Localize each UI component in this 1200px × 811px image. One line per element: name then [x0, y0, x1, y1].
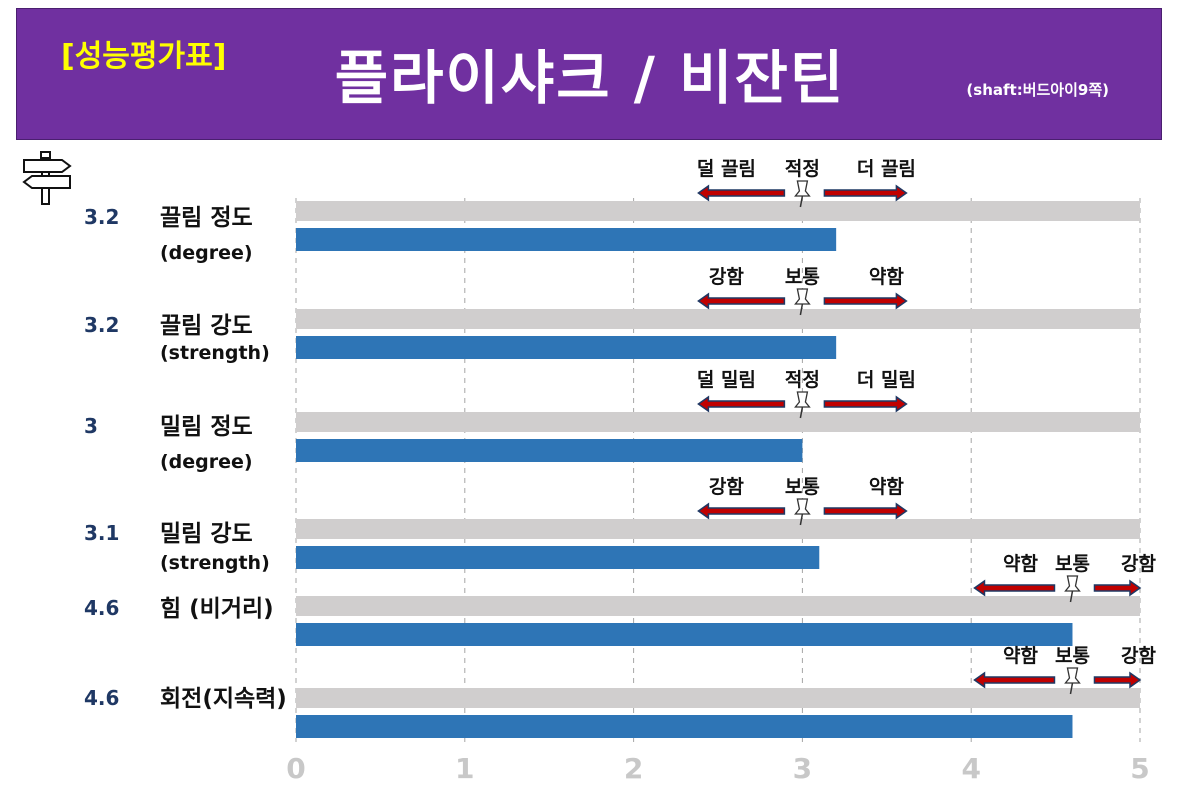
indicator-left-label: 덜 밀림 — [697, 369, 756, 391]
indicator-arrow-left — [973, 579, 1056, 597]
category-label: 밀림 정도 — [160, 414, 253, 440]
indicator-mid-label: 보통 — [1055, 645, 1090, 667]
x-tick-label: 2 — [624, 752, 643, 785]
indicator-arrow-right — [1093, 671, 1142, 689]
signpost-icon — [22, 151, 72, 205]
indicator-right-label: 더 밀림 — [857, 369, 916, 391]
bar-track — [296, 688, 1140, 708]
indicator-right-label: 강함 — [1121, 645, 1156, 667]
indicator-mid-label: 보통 — [1055, 553, 1090, 575]
indicator-left-label: 강함 — [709, 266, 744, 288]
indicator-left-label: 약함 — [1003, 645, 1038, 667]
x-tick-label: 3 — [793, 752, 812, 785]
category-sublabel: (strength) — [160, 342, 270, 364]
indicator-arrow-left — [697, 502, 786, 520]
indicator-mid-label: 보통 — [785, 476, 820, 498]
bar-value — [296, 546, 820, 569]
indicator-left-label: 강함 — [709, 476, 744, 498]
category-label: 회전(지속력) — [160, 686, 287, 712]
pushpin-icon — [794, 391, 811, 419]
pushpin-icon — [794, 288, 811, 316]
category-sublabel: (degree) — [160, 242, 253, 264]
category-label: 끌림 강도 — [160, 313, 253, 339]
pushpin-icon — [1064, 667, 1081, 695]
bar-track — [296, 309, 1140, 329]
bar-track — [296, 596, 1140, 616]
indicator-right-label: 약함 — [869, 266, 904, 288]
bar-value — [296, 336, 837, 359]
category-score: 3 — [84, 414, 98, 438]
page-title: 플라이샤크 / 비잔틴 — [334, 44, 846, 112]
shaft-info: (shaft:버드아이9쪽) — [966, 81, 1109, 99]
indicator-arrow-right — [823, 292, 908, 310]
indicator-mid-label: 적정 — [785, 369, 820, 391]
category-sublabel: (strength) — [160, 552, 270, 574]
indicator-right-label: 더 끌림 — [857, 158, 916, 180]
indicator-arrow-right — [823, 184, 908, 202]
category-label: 끌림 정도 — [160, 205, 253, 231]
category-sublabel: (degree) — [160, 451, 253, 473]
category-score: 4.6 — [84, 596, 119, 620]
indicator-arrow-right — [1093, 579, 1142, 597]
bar-value — [296, 228, 837, 251]
category-label: 힘 (비거리) — [160, 596, 274, 622]
bar-track — [296, 201, 1140, 221]
indicator-arrow-left — [697, 292, 786, 310]
category-score: 3.2 — [84, 313, 119, 337]
bar-track — [296, 519, 1140, 539]
indicator-arrow-left — [697, 395, 786, 413]
category-label: 밀림 강도 — [160, 521, 253, 547]
bar-value — [296, 715, 1073, 738]
header-banner: [성능평가표] 플라이샤크 / 비잔틴 (shaft:버드아이9쪽) — [16, 8, 1162, 140]
indicator-right-label: 강함 — [1121, 553, 1156, 575]
x-tick-label: 4 — [961, 752, 980, 785]
category-score: 3.1 — [84, 521, 119, 545]
pushpin-icon — [1064, 575, 1081, 603]
indicator-arrow-right — [823, 502, 908, 520]
evaluation-badge: [성능평가표] — [61, 39, 227, 74]
indicator-arrow-left — [973, 671, 1056, 689]
indicator-left-label: 덜 끌림 — [697, 158, 756, 180]
pushpin-icon — [794, 498, 811, 526]
x-tick-label: 1 — [455, 752, 474, 785]
category-score: 4.6 — [84, 686, 119, 710]
x-tick-label: 0 — [286, 752, 305, 785]
bar-value — [296, 439, 803, 462]
indicator-mid-label: 적정 — [785, 158, 820, 180]
indicator-arrow-right — [823, 395, 908, 413]
category-score: 3.2 — [84, 205, 119, 229]
x-tick-label: 5 — [1130, 752, 1149, 785]
indicator-mid-label: 보통 — [785, 266, 820, 288]
indicator-left-label: 약함 — [1003, 553, 1038, 575]
bar-value — [296, 623, 1073, 646]
indicator-arrow-left — [697, 184, 786, 202]
pushpin-icon — [794, 180, 811, 208]
indicator-right-label: 약함 — [869, 476, 904, 498]
bar-track — [296, 412, 1140, 432]
